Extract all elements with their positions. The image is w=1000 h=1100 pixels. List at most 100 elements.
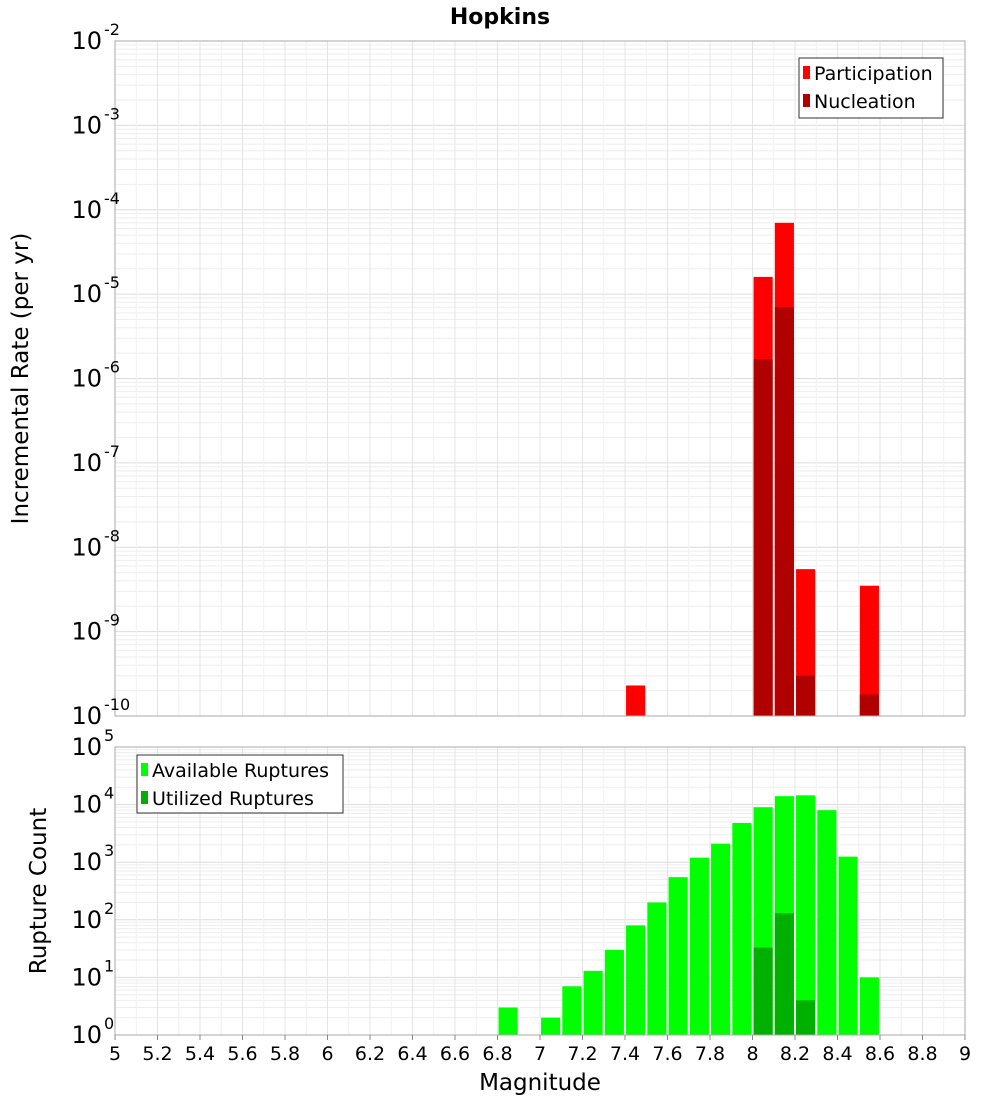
y-tick-label: 10 (71, 906, 102, 934)
bar (774, 913, 794, 1035)
y-tick-exponent: -7 (104, 442, 120, 461)
legend-swatch (141, 763, 148, 776)
bar (859, 977, 879, 1035)
x-tick-label: 8.8 (907, 1043, 937, 1065)
y-tick-exponent: 1 (104, 956, 114, 975)
x-tick-label: 8.2 (780, 1043, 810, 1065)
chart-title: Hopkins (450, 5, 550, 30)
bar (711, 843, 731, 1035)
x-axis-label: Magnitude (479, 1070, 601, 1096)
bar (604, 949, 624, 1035)
bar (774, 307, 794, 716)
x-tick-labels: 5 5.2 5.4 5.6 5.8 6 6.2 6.4 6.6 6.8 7 7.2 7.4 7.6 7.8 8… (109, 1035, 971, 1065)
x-tick-label: 5.2 (142, 1043, 172, 1065)
y-tick-exponent: 5 (104, 726, 114, 745)
y-tick-exponent: -6 (104, 358, 120, 377)
bar (817, 810, 837, 1035)
y-axis-label: Incremental Rate (per yr) (8, 233, 34, 525)
x-tick-label: 7.8 (695, 1043, 725, 1065)
grid-lines (114, 41, 966, 717)
x-tick-label: 5.4 (185, 1043, 215, 1065)
x-tick-label: 6 (321, 1043, 333, 1065)
y-tick-label: 10 (71, 963, 102, 991)
y-tick-exponent: -3 (104, 104, 120, 123)
y-tick-exponent: 0 (104, 1014, 114, 1033)
x-tick-label: 8.6 (865, 1043, 895, 1065)
bar (626, 925, 646, 1035)
x-tick-label: 7 (534, 1043, 546, 1065)
legend-box (136, 754, 344, 814)
legend-label: Nucleation (814, 91, 916, 113)
y-tick-exponent: -4 (104, 189, 120, 208)
legend-swatch (141, 791, 148, 804)
x-tick-label: 8.4 (822, 1043, 852, 1065)
bar (562, 986, 582, 1035)
x-tick-label: 5 (109, 1043, 121, 1065)
bar (668, 877, 688, 1035)
y-tick-exponent: -2 (104, 20, 120, 39)
bar (689, 857, 709, 1035)
bar (796, 675, 816, 716)
y-tick-label: 10 (71, 618, 102, 646)
legend-label: Utilized Ruptures (152, 788, 314, 810)
y-tick-label: 10 (71, 848, 102, 876)
legend-box (798, 57, 944, 119)
y-tick-label: 10 (71, 791, 102, 819)
y-tick-label: 10 (71, 27, 102, 55)
bar (626, 685, 646, 716)
y-tick-label: 10 (71, 111, 102, 139)
y-tick-label: 10 (71, 365, 102, 393)
bar (838, 856, 858, 1035)
y-tick-exponent: -5 (104, 273, 120, 292)
bar (753, 947, 773, 1035)
x-tick-label: 7.4 (610, 1043, 640, 1065)
bar (859, 694, 879, 716)
x-tick-label: 6.2 (355, 1043, 385, 1065)
y-axis-label: Rupture Count (26, 808, 52, 974)
legend-label: Participation (814, 63, 933, 85)
y-tick-label: 10 (71, 533, 102, 561)
series-utilized-ruptures (753, 913, 816, 1035)
y-tick-exponent: -9 (104, 611, 120, 630)
x-tick-label: 8 (746, 1043, 758, 1065)
legend: Available Ruptures Utilized Ruptures (136, 754, 344, 814)
bar (796, 795, 816, 1035)
y-tick-label: 10 (71, 280, 102, 308)
x-tick-label: 5.8 (270, 1043, 300, 1065)
bar (732, 822, 752, 1035)
x-tick-label: 6.6 (440, 1043, 470, 1065)
y-tick-exponent: 2 (104, 899, 114, 918)
bar (859, 585, 879, 716)
y-tick-label: 10 (71, 449, 102, 477)
y-tick-exponent: -8 (104, 526, 120, 545)
y-tick-exponent: 3 (104, 841, 114, 860)
y-tick-label: 10 (71, 702, 102, 730)
bar (753, 359, 773, 716)
plot-frame (114, 40, 966, 717)
legend-swatch (803, 66, 810, 79)
y-tick-label: 10 (71, 1021, 102, 1049)
y-tick-exponent: -10 (104, 695, 130, 714)
legend: Participation Nucleation (798, 57, 944, 119)
bar (796, 1000, 816, 1035)
x-tick-label: 7.6 (652, 1043, 682, 1065)
x-tick-label: 6.8 (482, 1043, 512, 1065)
x-tick-label: 9 (959, 1043, 971, 1065)
series-nucleation (753, 307, 879, 716)
bar (498, 1007, 518, 1035)
x-tick-label: 5.6 (227, 1043, 257, 1065)
legend-swatch (803, 94, 810, 107)
bar (541, 1017, 561, 1035)
bar (647, 902, 667, 1035)
x-tick-label: 7.2 (567, 1043, 597, 1065)
y-tick-exponent: 4 (104, 784, 114, 803)
x-tick-label: 6.4 (397, 1043, 427, 1065)
y-tick-label: 10 (71, 733, 102, 761)
bar (583, 970, 603, 1035)
legend-label: Available Ruptures (152, 760, 329, 782)
y-tick-label: 10 (71, 196, 102, 224)
